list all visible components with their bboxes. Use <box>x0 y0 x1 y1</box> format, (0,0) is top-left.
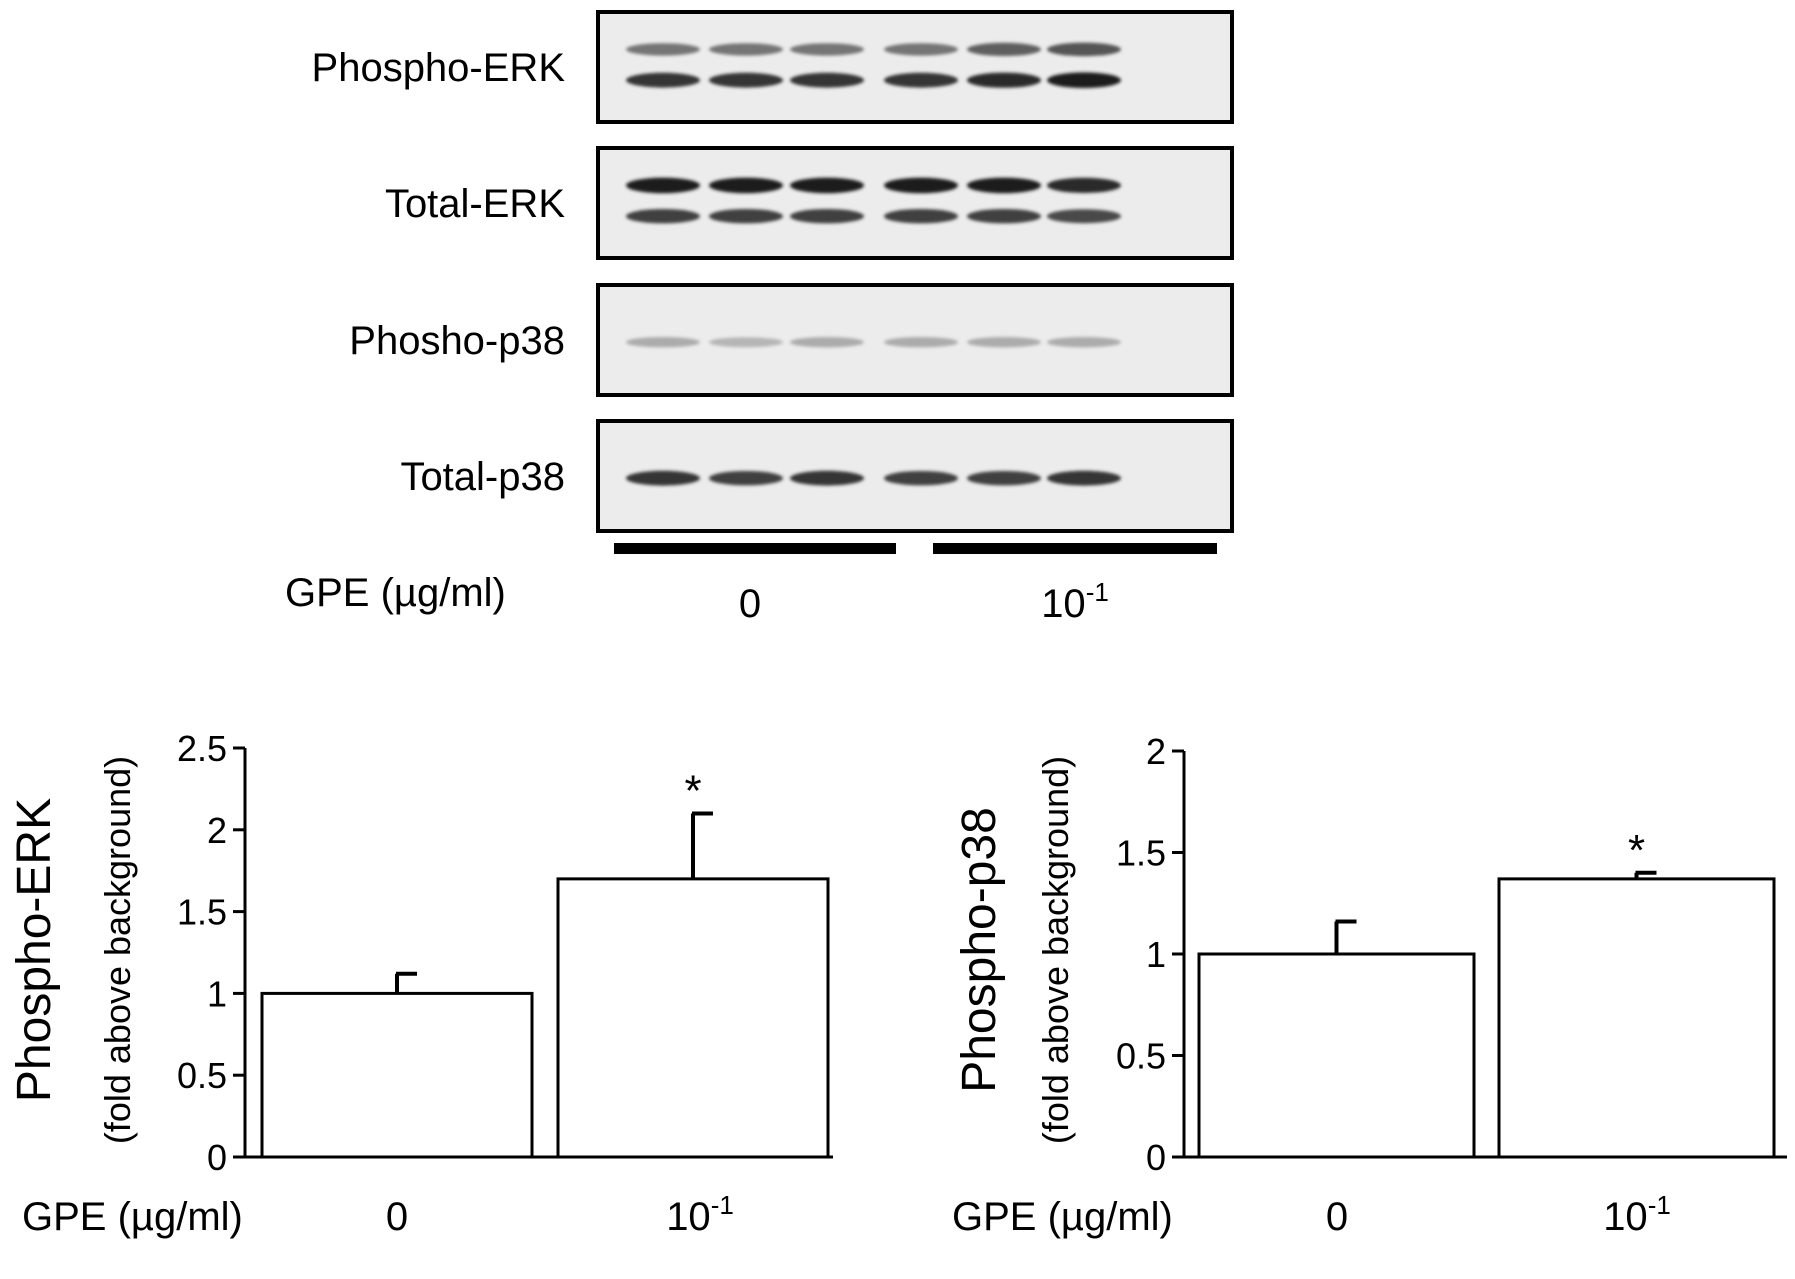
y-tick-label: 1.5 <box>1116 833 1166 874</box>
blot-band <box>626 337 700 348</box>
blot-band <box>790 72 864 88</box>
blot-band <box>1047 470 1121 486</box>
blot-band <box>1047 337 1121 348</box>
blot-row: Phospho-ERK <box>312 10 1234 124</box>
chart1-xcat-1: 10-1 <box>666 1190 734 1239</box>
blot-band <box>1047 209 1121 224</box>
blot-band <box>967 337 1041 348</box>
group-bar-1 <box>933 543 1217 554</box>
blot-band <box>884 471 958 486</box>
blot-band <box>1047 42 1121 57</box>
blot-band <box>709 177 783 194</box>
blot-row-label: Phospho-ERK <box>312 46 566 90</box>
blot-band <box>626 43 700 56</box>
blot-band <box>790 209 864 224</box>
blot-group-axis-label: GPE (µg/ml) <box>285 571 506 615</box>
blot-band <box>1047 72 1121 88</box>
blot-band <box>1047 177 1121 193</box>
bar <box>1197 952 1476 1159</box>
blot-row-label: Phosho-p38 <box>349 319 565 363</box>
group-bar-0 <box>614 543 896 554</box>
blot-band <box>967 42 1041 57</box>
y-tick-label: 0 <box>1146 1137 1166 1178</box>
blot-band <box>790 177 864 194</box>
significance-marker: * <box>1628 826 1645 875</box>
bar <box>1497 877 1776 1159</box>
blot-band <box>790 337 864 348</box>
blot-band <box>967 177 1041 194</box>
blot-row-label: Total-p38 <box>400 455 565 499</box>
y-tick-label: 2.5 <box>177 728 227 769</box>
y-tick-label: 0.5 <box>1116 1036 1166 1077</box>
blot-band <box>626 72 700 88</box>
blot-band <box>967 471 1041 486</box>
y-tick-label: 1.5 <box>177 892 227 933</box>
blot-row: Total-ERK <box>385 146 1234 260</box>
chart1-xcat-0: 0 <box>386 1195 408 1239</box>
phospho-erk-bar-chart: Phospho-ERK (fold above background) GPE … <box>8 728 833 1239</box>
chart1-ylabel-sub: (fold above background) <box>97 756 138 1144</box>
blot-band <box>709 72 783 88</box>
y-tick-label: 2 <box>207 810 227 851</box>
blot-membrane <box>596 10 1234 124</box>
blot-band <box>709 471 783 486</box>
chart2-ylabel-sub: (fold above background) <box>1035 756 1076 1144</box>
blot-row: Phosho-p38 <box>349 283 1234 397</box>
blot-band <box>709 337 783 348</box>
blot-band <box>626 470 700 486</box>
blot-band <box>884 43 958 56</box>
blot-band <box>709 209 783 224</box>
bar <box>556 877 830 1159</box>
blot-row-label: Total-ERK <box>385 182 565 226</box>
chart2-ylabel: Phospho-p38 <box>953 807 1006 1093</box>
blot-group-label-0: 0 <box>739 582 761 626</box>
y-tick-label: 1 <box>207 973 227 1014</box>
blot-band <box>790 43 864 56</box>
chart2-xcat-1: 10-1 <box>1603 1190 1671 1239</box>
phospho-p38-bar-chart: Phospho-p38 (fold above background) GPE … <box>952 731 1787 1239</box>
blot-band <box>709 43 783 56</box>
y-tick-label: 1 <box>1146 934 1166 975</box>
blot-band <box>790 470 864 486</box>
blot-band <box>967 72 1041 88</box>
blot-row: Total-p38 <box>400 419 1234 533</box>
chart1-xlabel: GPE (µg/ml) <box>22 1195 243 1239</box>
blot-band <box>626 209 700 224</box>
significance-marker: * <box>684 766 701 815</box>
blot-membrane <box>596 146 1234 260</box>
blot-band <box>626 177 700 194</box>
blot-band <box>884 209 958 224</box>
blot-band <box>967 209 1041 224</box>
western-blot-panel: Phospho-ERK Total-ERK Phosho-p38 Total-p38 <box>312 10 1234 533</box>
chart2-xlabel: GPE (µg/ml) <box>952 1195 1173 1239</box>
y-tick-label: 0 <box>207 1137 227 1178</box>
y-tick-label: 2 <box>1146 731 1166 772</box>
blot-group-label-1: 10-1 <box>1041 577 1109 626</box>
blot-band <box>884 72 958 88</box>
chart1-ylabel: Phospho-ERK <box>8 798 61 1102</box>
blot-band <box>884 177 958 194</box>
y-tick-label: 0.5 <box>177 1055 227 1096</box>
chart2-xcat-0: 0 <box>1326 1195 1348 1239</box>
blot-band <box>884 337 958 348</box>
bar <box>260 991 534 1159</box>
